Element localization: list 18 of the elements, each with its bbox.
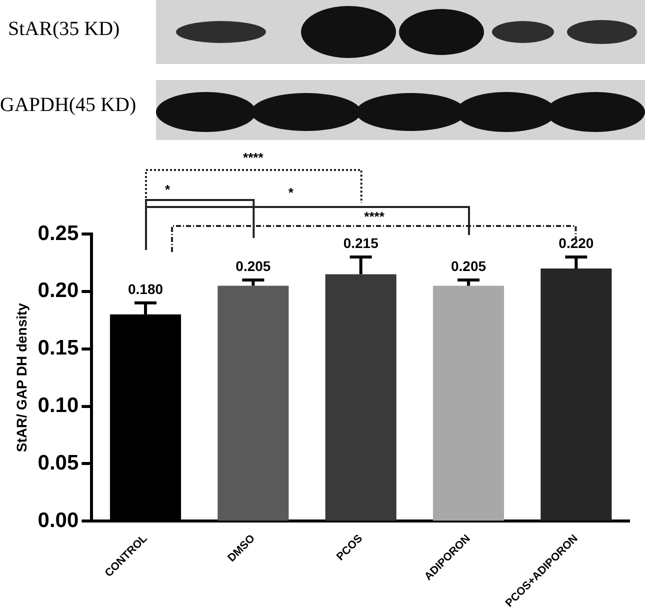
data-label: 0.215 [343, 234, 379, 251]
y-tick-label: 0.05 [38, 452, 79, 475]
y-tick-label: 0.20 [38, 279, 79, 302]
text: StAR(35 KD) [8, 18, 120, 41]
data-label: 0.180 [128, 280, 164, 297]
y-tick-label: 0.00 [38, 508, 79, 532]
text: * [164, 182, 172, 197]
data-label: 0.205 [236, 258, 271, 274]
y-tick-label: 0.25 [38, 222, 79, 245]
y-tick-label: 0.15 [38, 336, 79, 360]
text: **** [242, 150, 264, 165]
text: **** [363, 209, 386, 224]
data-label: 0.205 [450, 258, 486, 274]
y-axis-title: StAR/ GAP DH density [13, 302, 30, 452]
text: * [287, 185, 294, 200]
text: GAPDH(45 KD) [0, 94, 136, 117]
y-tick-label: 0.10 [38, 394, 79, 418]
data-label: 0.220 [558, 234, 594, 251]
